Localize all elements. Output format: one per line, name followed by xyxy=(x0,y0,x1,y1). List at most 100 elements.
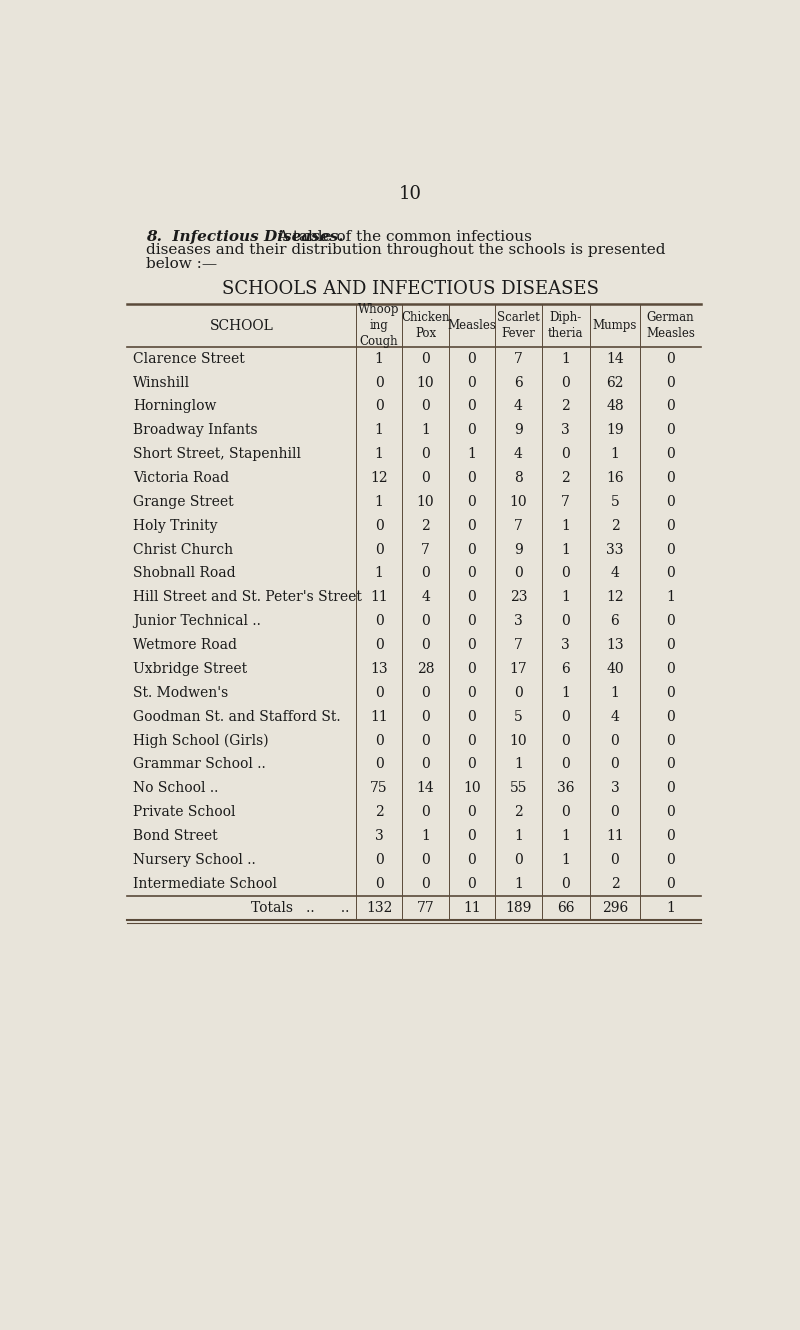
Text: 0: 0 xyxy=(562,375,570,390)
Text: 1: 1 xyxy=(562,686,570,700)
Text: 0: 0 xyxy=(468,638,476,652)
Text: 0: 0 xyxy=(666,781,674,795)
Text: 0: 0 xyxy=(666,399,674,414)
Text: 0: 0 xyxy=(374,734,383,747)
Text: Victoria Road: Victoria Road xyxy=(134,471,230,485)
Text: 13: 13 xyxy=(370,662,388,676)
Text: 296: 296 xyxy=(602,900,628,915)
Text: 4: 4 xyxy=(514,399,523,414)
Text: 0: 0 xyxy=(421,638,430,652)
Text: 0: 0 xyxy=(421,351,430,366)
Text: 0: 0 xyxy=(374,375,383,390)
Text: 0: 0 xyxy=(666,471,674,485)
Text: 9: 9 xyxy=(514,543,523,556)
Text: 11: 11 xyxy=(370,710,388,724)
Text: 19: 19 xyxy=(606,423,624,438)
Text: 2: 2 xyxy=(562,399,570,414)
Text: Broadway Infants: Broadway Infants xyxy=(134,423,258,438)
Text: 0: 0 xyxy=(562,614,570,628)
Text: 0: 0 xyxy=(610,853,619,867)
Text: 10: 10 xyxy=(417,375,434,390)
Text: 4: 4 xyxy=(421,591,430,604)
Text: Goodman St. and Stafford St.: Goodman St. and Stafford St. xyxy=(134,710,341,724)
Text: 0: 0 xyxy=(514,567,523,580)
Text: 0: 0 xyxy=(468,423,476,438)
Text: 62: 62 xyxy=(606,375,624,390)
Text: Nursery School ..: Nursery School .. xyxy=(134,853,256,867)
Text: Totals   ..      ..: Totals .. .. xyxy=(251,900,350,915)
Text: Clarence Street: Clarence Street xyxy=(134,351,245,366)
Text: 0: 0 xyxy=(562,567,570,580)
Text: 17: 17 xyxy=(510,662,527,676)
Text: 10: 10 xyxy=(510,734,527,747)
Text: 0: 0 xyxy=(514,686,523,700)
Text: Bond Street: Bond Street xyxy=(134,829,218,843)
Text: 0: 0 xyxy=(562,758,570,771)
Text: 0: 0 xyxy=(562,805,570,819)
Text: 1: 1 xyxy=(666,591,675,604)
Text: 0: 0 xyxy=(562,710,570,724)
Text: 1: 1 xyxy=(374,351,383,366)
Text: SCHOOLS AND INFECTIOUS DISEASES: SCHOOLS AND INFECTIOUS DISEASES xyxy=(222,279,598,298)
Text: 0: 0 xyxy=(666,829,674,843)
Text: 0: 0 xyxy=(666,853,674,867)
Text: 12: 12 xyxy=(370,471,388,485)
Text: 1: 1 xyxy=(666,900,675,915)
Text: 2: 2 xyxy=(421,519,430,533)
Text: 1: 1 xyxy=(374,423,383,438)
Text: 0: 0 xyxy=(468,662,476,676)
Text: 1: 1 xyxy=(562,519,570,533)
Text: 10: 10 xyxy=(510,495,527,509)
Text: 3: 3 xyxy=(562,423,570,438)
Text: 132: 132 xyxy=(366,900,392,915)
Text: 23: 23 xyxy=(510,591,527,604)
Text: 2: 2 xyxy=(610,876,619,891)
Text: 4: 4 xyxy=(610,710,619,724)
Text: 0: 0 xyxy=(666,495,674,509)
Text: 0: 0 xyxy=(468,758,476,771)
Text: 0: 0 xyxy=(610,805,619,819)
Text: Holy Trinity: Holy Trinity xyxy=(134,519,218,533)
Text: 0: 0 xyxy=(562,734,570,747)
Text: No School ..: No School .. xyxy=(134,781,218,795)
Text: 7: 7 xyxy=(562,495,570,509)
Text: 33: 33 xyxy=(606,543,624,556)
Text: 66: 66 xyxy=(557,900,574,915)
Text: 40: 40 xyxy=(606,662,624,676)
Text: 0: 0 xyxy=(666,543,674,556)
Text: 0: 0 xyxy=(666,638,674,652)
Text: A table of the common infectious: A table of the common infectious xyxy=(277,230,531,243)
Text: 7: 7 xyxy=(514,519,523,533)
Text: Grange Street: Grange Street xyxy=(134,495,234,509)
Text: 10: 10 xyxy=(417,495,434,509)
Text: 11: 11 xyxy=(606,829,624,843)
Text: Chicken
Pox: Chicken Pox xyxy=(402,311,450,340)
Text: 6: 6 xyxy=(610,614,619,628)
Text: 0: 0 xyxy=(610,758,619,771)
Text: 0: 0 xyxy=(666,423,674,438)
Text: 10: 10 xyxy=(463,781,481,795)
Text: 0: 0 xyxy=(421,758,430,771)
Text: 1: 1 xyxy=(562,543,570,556)
Text: 0: 0 xyxy=(421,447,430,462)
Text: 1: 1 xyxy=(562,829,570,843)
Text: 1: 1 xyxy=(421,423,430,438)
Text: 0: 0 xyxy=(468,471,476,485)
Text: German
Measles: German Measles xyxy=(646,311,695,340)
Text: 1: 1 xyxy=(467,447,477,462)
Text: 1: 1 xyxy=(562,853,570,867)
Text: 28: 28 xyxy=(417,662,434,676)
Text: 4: 4 xyxy=(610,567,619,580)
Text: 0: 0 xyxy=(666,734,674,747)
Text: 5: 5 xyxy=(610,495,619,509)
Text: Wetmore Road: Wetmore Road xyxy=(134,638,238,652)
Text: 0: 0 xyxy=(666,876,674,891)
Text: 0: 0 xyxy=(421,853,430,867)
Text: 0: 0 xyxy=(468,399,476,414)
Text: 0: 0 xyxy=(468,519,476,533)
Text: 0: 0 xyxy=(666,710,674,724)
Text: 1: 1 xyxy=(421,829,430,843)
Text: 0: 0 xyxy=(468,591,476,604)
Text: 0: 0 xyxy=(666,686,674,700)
Text: 48: 48 xyxy=(606,399,624,414)
